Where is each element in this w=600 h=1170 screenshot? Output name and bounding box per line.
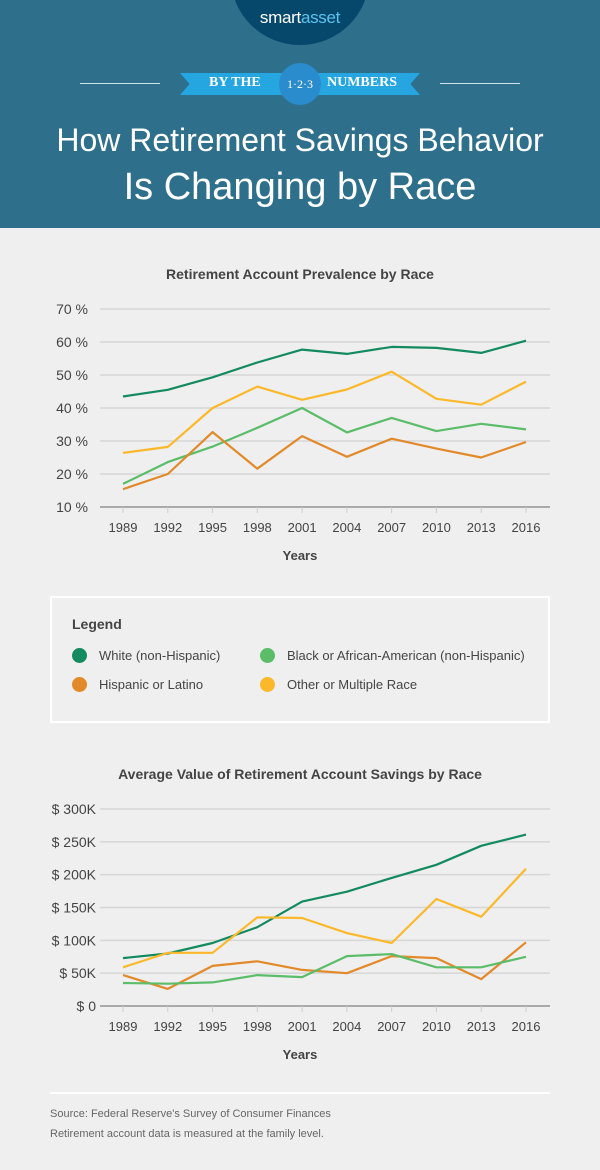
x-axis-label: Years [283,1047,318,1062]
series-line-other-or-multiple-race [122,370,527,454]
series-line-black-or-african-american-non-hispanic- [122,953,527,985]
x-tick-label: 2001 [288,520,317,535]
x-tick-label: 2013 [467,520,496,535]
x-tick-label: 1995 [198,520,227,535]
y-tick-label: $ 150K [52,900,97,916]
x-axis-label: Years [283,548,318,563]
note-text: Retirement account data is measured at t… [50,1128,324,1140]
page-title-line1: How Retirement Savings Behavior [56,122,544,158]
ribbon-left-text: BY THE [209,75,261,90]
divider [440,83,520,84]
legend-swatch [260,677,275,692]
ribbon-badge: 1·2·3 [279,63,321,105]
source-text: Source: Federal Reserve's Survey of Cons… [50,1108,331,1120]
y-tick-label: 20 % [56,466,88,482]
series-line-other-or-multiple-race [122,868,527,969]
y-tick-label: $ 0 [77,998,97,1014]
chart1-title: Retirement Account Prevalence by Race [166,266,434,282]
series-line-white-non-hispanic- [122,833,527,960]
x-tick-label: 2010 [422,520,451,535]
legend-swatch [72,677,87,692]
x-tick-label: 1998 [243,1019,272,1034]
legend-title: Legend [72,616,122,632]
y-tick-label: 60 % [56,334,88,350]
page-title-line2: Is Changing by Race [123,166,477,208]
ribbon-right-text: NUMBERS [327,75,398,90]
y-tick-label: 40 % [56,400,88,416]
series-line-hispanic-or-latino [122,431,527,491]
legend-item: Other or Multiple Race [260,677,417,692]
divider [80,83,160,84]
legend-item: White (non-Hispanic) [72,648,220,663]
x-tick-label: 2013 [467,1019,496,1034]
legend-label: Other or Multiple Race [287,677,418,692]
legend-item: Black or African-American (non-Hispanic) [260,648,525,663]
chart2-title: Average Value of Retirement Account Savi… [118,766,482,782]
header: smartasset BY THE 1·2·3 NUMBERS How Reti… [0,0,600,228]
y-tick-label: $ 100K [52,932,97,948]
series-line-hispanic-or-latino [122,941,527,990]
x-tick-label: 1998 [243,520,272,535]
y-tick-label: 70 % [56,301,88,317]
legend: Legend White (non-Hispanic) Black or Afr… [50,596,550,723]
y-tick-label: 50 % [56,367,88,383]
series-line-white-non-hispanic- [122,339,527,398]
chart2: $ 0 $ 50K $ 100K $ 150K $ 200K $ 250K $ 300K 19… [52,801,550,1062]
x-tick-label: 2010 [422,1019,451,1034]
footer-divider [50,1092,550,1094]
x-tick-label: 1995 [198,1019,227,1034]
x-tick-label: 2016 [512,520,541,535]
smartasset-logo: smartasset [259,8,341,27]
y-tick-label: $ 300K [52,801,97,817]
legend-label: Black or African-American (non-Hispanic) [287,648,525,663]
y-tick-label: $ 50K [59,965,96,981]
legend-swatch [72,648,87,663]
x-tick-label: 1992 [153,1019,182,1034]
y-tick-label: $ 200K [52,867,97,883]
x-tick-label: 2007 [377,1019,406,1034]
chart1: 10 % 20 % 30 % 40 % 50 % 60 % 70 % 1989 1992 1995… [56,301,550,563]
legend-label: White (non-Hispanic) [99,648,221,663]
x-tick-label: 1992 [153,520,182,535]
x-tick-label: 2007 [377,520,406,535]
legend-item: Hispanic or Latino [72,677,203,692]
y-tick-label: 10 % [56,499,88,515]
legend-label: Hispanic or Latino [99,677,204,692]
x-tick-label: 2001 [288,1019,317,1034]
legend-swatch [260,648,275,663]
x-tick-label: 2004 [332,520,361,535]
x-tick-label: 1989 [109,520,138,535]
y-tick-label: 30 % [56,433,88,449]
y-tick-label: $ 250K [52,834,97,850]
x-tick-label: 1989 [109,1019,138,1034]
x-tick-label: 2004 [332,1019,361,1034]
x-tick-label: 2016 [512,1019,541,1034]
